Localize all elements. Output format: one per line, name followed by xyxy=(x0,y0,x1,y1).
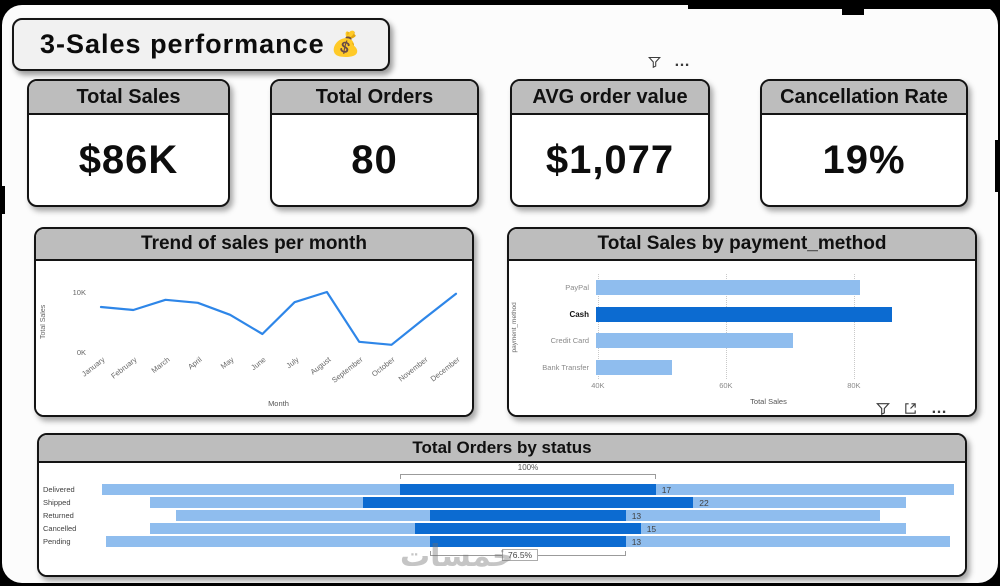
funnel-value-label: 15 xyxy=(646,524,657,534)
bar-category-label: Credit Card xyxy=(550,336,589,345)
bar-x-tick: 80K xyxy=(847,380,861,390)
line-y-tick: 0K xyxy=(76,348,86,357)
kpi-value: $1,077 xyxy=(545,137,675,182)
report-title-box: 3-Sales performance 💰 xyxy=(12,18,390,71)
line-x-axis-title: Month xyxy=(268,399,289,408)
gridline xyxy=(597,274,599,379)
gridline xyxy=(853,274,855,379)
funnel-category-label: Delivered xyxy=(43,485,75,494)
bar-y-axis-title: payment_method xyxy=(511,302,518,353)
funnel-chart-title: Total Orders by status xyxy=(39,435,965,463)
funnel-bar-delivered[interactable] xyxy=(400,484,656,495)
kpi-value: 80 xyxy=(351,137,398,182)
kpi-card-total-sales[interactable]: Total Sales $86K xyxy=(27,79,230,207)
funnel-category-label: Returned xyxy=(43,511,74,520)
kpi-title: AVG order value xyxy=(512,81,708,115)
funnel-chart-card[interactable]: Total Orders by status 100% Delivered 17 Sh… xyxy=(37,433,967,577)
funnel-category-label: Cancelled xyxy=(43,524,77,533)
line-chart-plot: Total Sales 0K 10K January February March Apri… xyxy=(36,261,472,415)
visual-toolbar-top: … xyxy=(648,53,690,70)
bar-category-label: PayPal xyxy=(565,283,589,292)
bar-chart-plot: payment_method 40K 60K 80K PayPal Cash Credit … xyxy=(509,261,975,415)
funnel-bar-returned[interactable] xyxy=(430,510,626,521)
window-edge-artifact-right xyxy=(995,140,1000,192)
kpi-value: $86K xyxy=(78,137,179,182)
kpi-card-avg-order-value[interactable]: AVG order value $1,077 xyxy=(510,79,710,207)
funnel-value-label: 13 xyxy=(631,511,642,521)
funnel-top-percent: 100% xyxy=(517,463,539,472)
bar-category-label: Bank Transfer xyxy=(542,362,589,372)
bar-chart-title: Total Sales by payment_method xyxy=(509,229,975,261)
kpi-title: Total Sales xyxy=(29,81,228,115)
line-chart-title: Trend of sales per month xyxy=(36,229,472,261)
funnel-bar-shipped[interactable] xyxy=(362,497,694,508)
more-options-icon[interactable]: … xyxy=(674,53,690,70)
window-edge-artifact-left xyxy=(0,186,5,214)
bar-bank-transfer[interactable] xyxy=(596,359,672,375)
filter-icon[interactable] xyxy=(876,401,890,416)
funnel-bar-pending[interactable] xyxy=(430,536,626,547)
bar-paypal[interactable] xyxy=(596,280,861,295)
bar-x-axis-title: Total Sales xyxy=(750,396,787,406)
visual-toolbar-funnel: … xyxy=(876,399,947,417)
report-canvas: 3-Sales performance 💰 … Total Sales $86K… xyxy=(2,5,998,583)
funnel-value-label: 17 xyxy=(661,485,672,495)
kpi-value: 19% xyxy=(822,137,906,182)
bar-cash[interactable] xyxy=(596,306,893,322)
gridline xyxy=(725,274,727,379)
kpi-title: Total Orders xyxy=(272,81,477,115)
bar-category-label: Cash xyxy=(569,309,589,319)
line-chart-card[interactable]: Trend of sales per month Total Sales 0K 10… xyxy=(34,227,474,417)
sales-trend-line xyxy=(99,290,458,346)
funnel-category-label: Pending xyxy=(43,537,71,546)
bar-chart-card[interactable]: Total Sales by payment_method payment_me… xyxy=(507,227,977,417)
bar-x-tick: 40K xyxy=(591,380,605,390)
funnel-bottom-percent: 76.5% xyxy=(502,549,539,561)
money-bag-icon: 💰 xyxy=(330,31,362,58)
funnel-value-label: 13 xyxy=(631,537,642,547)
bar-x-tick: 60K xyxy=(719,380,733,390)
kpi-card-total-orders[interactable]: Total Orders 80 xyxy=(270,79,479,207)
funnel-top-bracket xyxy=(400,474,656,479)
kpi-title: Cancellation Rate xyxy=(762,81,966,115)
funnel-category-label: Shipped xyxy=(43,498,71,507)
window-edge-artifact-top xyxy=(688,0,1000,9)
focus-mode-icon[interactable] xyxy=(903,401,918,416)
funnel-chart-plot: 100% Delivered 17 Shipped 22 Returned 13 Cancel… xyxy=(39,463,965,575)
window-edge-artifact-tab xyxy=(842,9,864,15)
line-y-tick: 10K xyxy=(72,288,86,297)
funnel-bar-cancelled[interactable] xyxy=(415,523,641,534)
filter-icon[interactable] xyxy=(648,55,661,69)
bar-credit-card[interactable] xyxy=(596,333,794,348)
funnel-value-label: 22 xyxy=(699,498,709,508)
more-options-icon[interactable]: … xyxy=(931,399,947,417)
report-title: 3-Sales performance xyxy=(40,29,325,59)
kpi-card-cancellation-rate[interactable]: Cancellation Rate 19% xyxy=(760,79,968,207)
